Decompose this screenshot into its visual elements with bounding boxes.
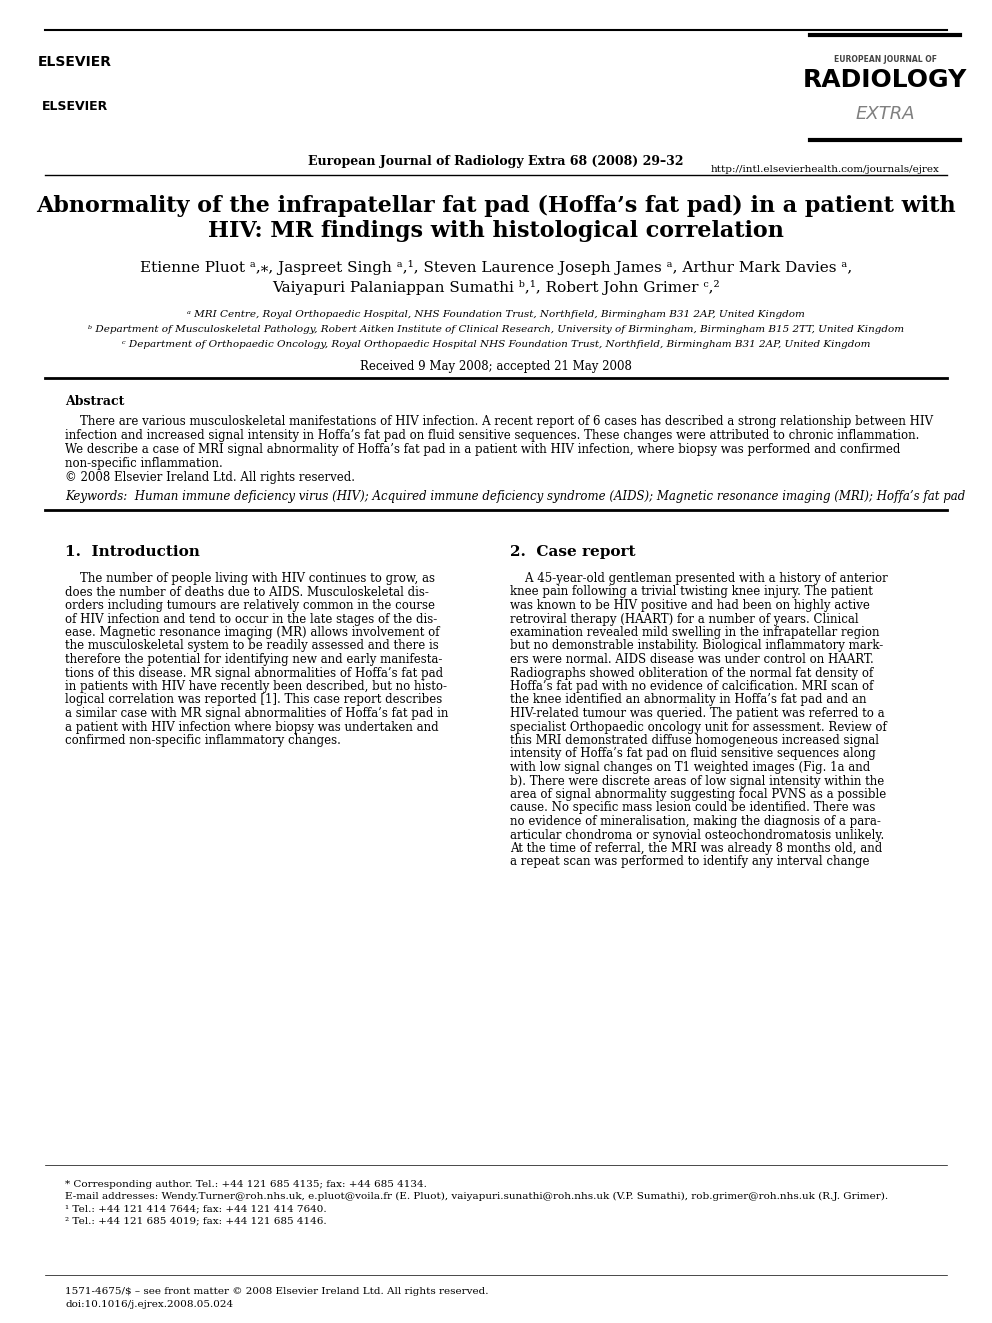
- Text: 1571-4675/$ – see front matter © 2008 Elsevier Ireland Ltd. All rights reserved.: 1571-4675/$ – see front matter © 2008 El…: [65, 1287, 488, 1297]
- Text: the musculoskeletal system to be readily assessed and there is: the musculoskeletal system to be readily…: [65, 639, 438, 652]
- Text: ᶜ Department of Orthopaedic Oncology, Royal Orthopaedic Hospital NHS Foundation : ᶜ Department of Orthopaedic Oncology, Ro…: [122, 340, 870, 349]
- Text: * Corresponding author. Tel.: +44 121 685 4135; fax: +44 685 4134.: * Corresponding author. Tel.: +44 121 68…: [65, 1180, 427, 1189]
- Text: knee pain following a trivial twisting knee injury. The patient: knee pain following a trivial twisting k…: [510, 586, 873, 598]
- Text: infection and increased signal intensity in Hoffa’s fat pad on fluid sensitive s: infection and increased signal intensity…: [65, 429, 920, 442]
- Text: 2.  Case report: 2. Case report: [510, 545, 636, 560]
- Text: ᵃ MRI Centre, Royal Orthopaedic Hospital, NHS Foundation Trust, Northfield, Birm: ᵃ MRI Centre, Royal Orthopaedic Hospital…: [187, 310, 805, 319]
- Text: Abnormality of the infrapatellar fat pad (Hoffa’s fat pad) in a patient with: Abnormality of the infrapatellar fat pad…: [36, 194, 956, 217]
- Text: intensity of Hoffa’s fat pad on fluid sensitive sequences along: intensity of Hoffa’s fat pad on fluid se…: [510, 747, 876, 761]
- Text: with low signal changes on T1 weighted images (Fig. 1a and: with low signal changes on T1 weighted i…: [510, 761, 870, 774]
- Text: ease. Magnetic resonance imaging (MR) allows involvement of: ease. Magnetic resonance imaging (MR) al…: [65, 626, 439, 639]
- Text: The number of people living with HIV continues to grow, as: The number of people living with HIV con…: [65, 572, 435, 585]
- Text: doi:10.1016/j.ejrex.2008.05.024: doi:10.1016/j.ejrex.2008.05.024: [65, 1301, 233, 1308]
- Text: E-mail addresses: Wendy.Turner@roh.nhs.uk, e.pluot@voila.fr (E. Pluot), vaiyapur: E-mail addresses: Wendy.Turner@roh.nhs.u…: [65, 1192, 888, 1201]
- Text: confirmed non-specific inflammatory changes.: confirmed non-specific inflammatory chan…: [65, 734, 341, 747]
- Text: of HIV infection and tend to occur in the late stages of the dis-: of HIV infection and tend to occur in th…: [65, 613, 437, 626]
- Text: examination revealed mild swelling in the infrapatellar region: examination revealed mild swelling in th…: [510, 626, 880, 639]
- Text: There are various musculoskeletal manifestations of HIV infection. A recent repo: There are various musculoskeletal manife…: [65, 415, 933, 429]
- Text: Radiographs showed obliteration of the normal fat density of: Radiographs showed obliteration of the n…: [510, 667, 873, 680]
- Text: a patient with HIV infection where biopsy was undertaken and: a patient with HIV infection where biops…: [65, 721, 438, 733]
- Text: retroviral therapy (HAART) for a number of years. Clinical: retroviral therapy (HAART) for a number …: [510, 613, 859, 626]
- Text: ² Tel.: +44 121 685 4019; fax: +44 121 685 4146.: ² Tel.: +44 121 685 4019; fax: +44 121 6…: [65, 1216, 326, 1225]
- Text: ELSEVIER: ELSEVIER: [38, 56, 112, 69]
- Text: RADIOLOGY: RADIOLOGY: [803, 67, 967, 93]
- Text: Etienne Pluot ᵃ,⁎, Jaspreet Singh ᵃ,¹, Steven Laurence Joseph James ᵃ, Arthur Ma: Etienne Pluot ᵃ,⁎, Jaspreet Singh ᵃ,¹, S…: [140, 261, 852, 275]
- Text: Received 9 May 2008; accepted 21 May 2008: Received 9 May 2008; accepted 21 May 200…: [360, 360, 632, 373]
- Text: ELSEVIER: ELSEVIER: [42, 101, 108, 112]
- Text: 1.  Introduction: 1. Introduction: [65, 545, 199, 560]
- Text: cause. No specific mass lesion could be identified. There was: cause. No specific mass lesion could be …: [510, 802, 875, 815]
- Text: At the time of referral, the MRI was already 8 months old, and: At the time of referral, the MRI was alr…: [510, 841, 882, 855]
- Text: specialist Orthopaedic oncology unit for assessment. Review of: specialist Orthopaedic oncology unit for…: [510, 721, 887, 733]
- Text: We describe a case of MRI signal abnormality of Hoffa’s fat pad in a patient wit: We describe a case of MRI signal abnorma…: [65, 443, 901, 456]
- Text: Hoffa’s fat pad with no evidence of calcification. MRI scan of: Hoffa’s fat pad with no evidence of calc…: [510, 680, 873, 693]
- Text: Keywords:  Human immune deficiency virus (HIV); Acquired immune deficiency syndr: Keywords: Human immune deficiency virus …: [65, 490, 965, 503]
- Text: logical correlation was reported [1]. This case report describes: logical correlation was reported [1]. Th…: [65, 693, 442, 706]
- Text: tions of this disease. MR signal abnormalities of Hoffa’s fat pad: tions of this disease. MR signal abnorma…: [65, 667, 443, 680]
- Text: Vaiyapuri Palaniappan Sumathi ᵇ,¹, Robert John Grimer ᶜ,²: Vaiyapuri Palaniappan Sumathi ᵇ,¹, Rober…: [272, 280, 720, 295]
- Text: HIV: MR findings with histological correlation: HIV: MR findings with histological corre…: [208, 220, 784, 242]
- Text: a repeat scan was performed to identify any interval change: a repeat scan was performed to identify …: [510, 856, 870, 868]
- Text: does the number of deaths due to AIDS. Musculoskeletal dis-: does the number of deaths due to AIDS. M…: [65, 586, 429, 598]
- Text: the knee identified an abnormality in Hoffa’s fat pad and an: the knee identified an abnormality in Ho…: [510, 693, 866, 706]
- Text: EXTRA: EXTRA: [855, 105, 915, 123]
- Text: area of signal abnormality suggesting focal PVNS as a possible: area of signal abnormality suggesting fo…: [510, 789, 886, 800]
- Text: ¹ Tel.: +44 121 414 7644; fax: +44 121 414 7640.: ¹ Tel.: +44 121 414 7644; fax: +44 121 4…: [65, 1204, 326, 1213]
- Text: Abstract: Abstract: [65, 396, 124, 407]
- Text: therefore the potential for identifying new and early manifesta-: therefore the potential for identifying …: [65, 654, 442, 665]
- Text: European Journal of Radiology Extra 68 (2008) 29–32: European Journal of Radiology Extra 68 (…: [309, 155, 683, 168]
- Text: this MRI demonstrated diffuse homogeneous increased signal: this MRI demonstrated diffuse homogeneou…: [510, 734, 879, 747]
- Text: in patients with HIV have recently been described, but no histo-: in patients with HIV have recently been …: [65, 680, 447, 693]
- Text: b). There were discrete areas of low signal intensity within the: b). There were discrete areas of low sig…: [510, 774, 884, 787]
- Text: ᵇ Department of Musculoskeletal Pathology, Robert Aitken Institute of Clinical R: ᵇ Department of Musculoskeletal Patholog…: [88, 325, 904, 333]
- Text: ers were normal. AIDS disease was under control on HAART.: ers were normal. AIDS disease was under …: [510, 654, 874, 665]
- Text: HIV-related tumour was queried. The patient was referred to a: HIV-related tumour was queried. The pati…: [510, 706, 885, 720]
- Text: non-specific inflammation.: non-specific inflammation.: [65, 456, 223, 470]
- Text: © 2008 Elsevier Ireland Ltd. All rights reserved.: © 2008 Elsevier Ireland Ltd. All rights …: [65, 471, 355, 484]
- Text: EUROPEAN JOURNAL OF: EUROPEAN JOURNAL OF: [833, 56, 936, 64]
- Text: was known to be HIV positive and had been on highly active: was known to be HIV positive and had bee…: [510, 599, 870, 613]
- Text: but no demonstrable instability. Biological inflammatory mark-: but no demonstrable instability. Biologi…: [510, 639, 883, 652]
- Text: A 45-year-old gentleman presented with a history of anterior: A 45-year-old gentleman presented with a…: [510, 572, 888, 585]
- Text: articular chondroma or synovial osteochondromatosis unlikely.: articular chondroma or synovial osteocho…: [510, 828, 884, 841]
- Text: orders including tumours are relatively common in the course: orders including tumours are relatively …: [65, 599, 435, 613]
- Text: no evidence of mineralisation, making the diagnosis of a para-: no evidence of mineralisation, making th…: [510, 815, 881, 828]
- Text: a similar case with MR signal abnormalities of Hoffa’s fat pad in: a similar case with MR signal abnormalit…: [65, 706, 448, 720]
- Text: http://intl.elsevierhealth.com/journals/ejrex: http://intl.elsevierhealth.com/journals/…: [711, 165, 940, 175]
